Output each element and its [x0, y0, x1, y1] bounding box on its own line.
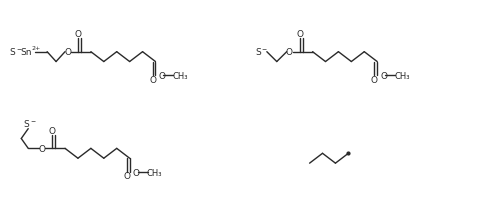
Text: −: −: [262, 46, 267, 51]
Text: O: O: [159, 72, 165, 80]
Text: CH₃: CH₃: [394, 72, 410, 80]
Text: −: −: [16, 46, 22, 51]
Text: 2+: 2+: [31, 46, 41, 51]
Text: O: O: [75, 30, 81, 39]
Text: O: O: [132, 168, 140, 177]
Text: O: O: [49, 126, 55, 135]
Text: −: −: [30, 118, 35, 123]
Text: O: O: [123, 172, 130, 181]
Text: O: O: [64, 48, 71, 57]
Text: CH₃: CH₃: [147, 168, 162, 177]
Text: O: O: [296, 30, 303, 39]
Text: CH₃: CH₃: [173, 72, 188, 80]
Text: O: O: [286, 48, 293, 57]
Text: S: S: [23, 120, 29, 129]
Text: Sn: Sn: [20, 48, 32, 57]
Text: O: O: [38, 144, 45, 153]
Text: O: O: [371, 75, 378, 84]
Text: S: S: [10, 48, 15, 57]
Text: S: S: [255, 48, 261, 57]
Text: O: O: [380, 72, 387, 80]
Text: O: O: [149, 75, 156, 84]
